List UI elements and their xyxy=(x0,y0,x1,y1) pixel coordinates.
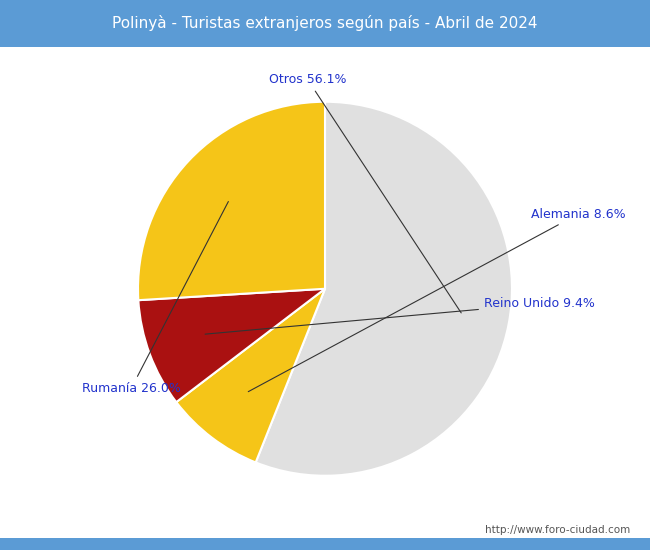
Wedge shape xyxy=(138,289,325,402)
Text: Rumanía 26.0%: Rumanía 26.0% xyxy=(82,201,228,394)
Wedge shape xyxy=(255,102,512,476)
Text: Alemania 8.6%: Alemania 8.6% xyxy=(248,208,625,392)
Text: Polinyà - Turistas extranjeros según país - Abril de 2024: Polinyà - Turistas extranjeros según paí… xyxy=(112,15,538,31)
Text: http://www.foro-ciudad.com: http://www.foro-ciudad.com xyxy=(486,525,630,535)
Text: Reino Unido 9.4%: Reino Unido 9.4% xyxy=(205,298,595,334)
Wedge shape xyxy=(176,289,325,463)
Wedge shape xyxy=(138,102,325,300)
Text: Otros 56.1%: Otros 56.1% xyxy=(269,73,461,313)
